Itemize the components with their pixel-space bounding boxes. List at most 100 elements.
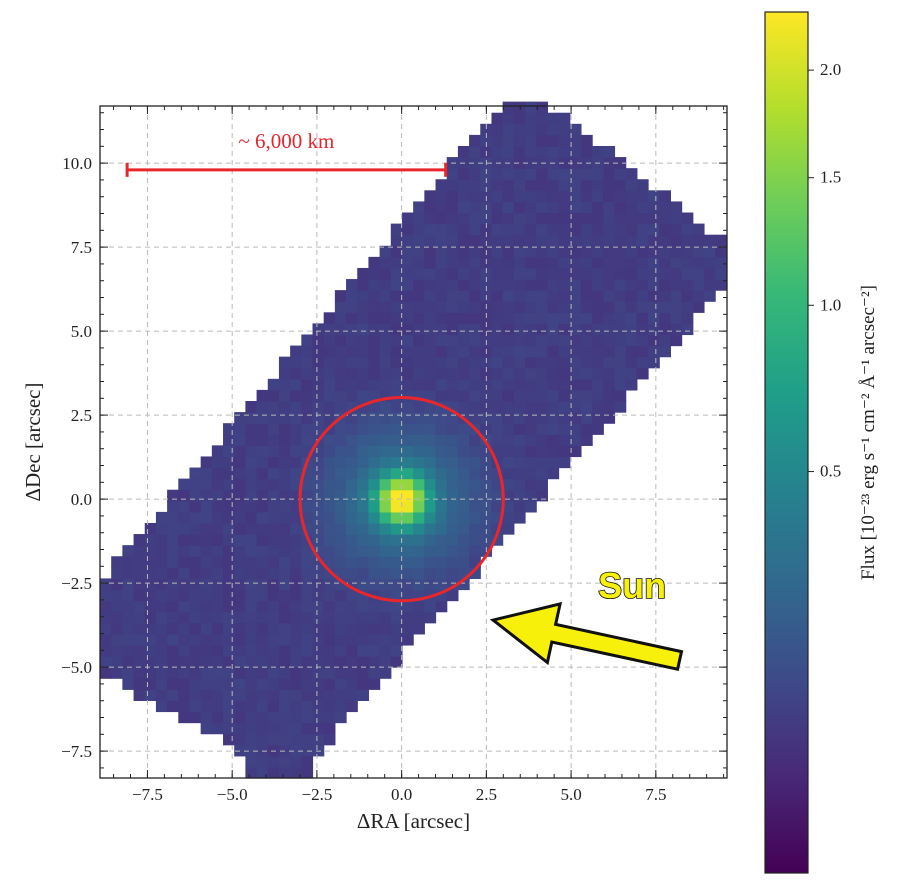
heatmap-cell <box>211 500 224 513</box>
heatmap-cell <box>122 545 135 557</box>
heatmap-cell <box>390 378 403 391</box>
heatmap-cell <box>457 312 470 324</box>
heatmap-cell <box>334 711 347 724</box>
heatmap-cell <box>245 733 258 746</box>
heatmap-cell <box>267 656 280 668</box>
heatmap-cell <box>569 190 582 203</box>
heatmap-cell <box>346 312 358 324</box>
heatmap-cell <box>457 212 470 225</box>
heatmap-cell <box>256 534 269 546</box>
heatmap-cell <box>379 500 392 513</box>
heatmap-cell <box>592 179 604 191</box>
heatmap-cell <box>502 423 515 435</box>
heatmap-cell <box>390 234 403 247</box>
heatmap-cell <box>178 667 191 679</box>
heatmap-cell <box>413 534 425 546</box>
x-tick-label: −7.5 <box>132 785 163 804</box>
heatmap-cell <box>569 434 582 446</box>
heatmap-cell <box>346 522 358 535</box>
heatmap-cell <box>379 578 392 591</box>
heatmap-cell <box>334 633 347 646</box>
heatmap-cell <box>569 134 582 147</box>
heatmap-cell <box>357 522 370 535</box>
heatmap-cell <box>167 611 179 624</box>
heatmap-cell <box>446 567 459 580</box>
heatmap-cell <box>681 323 694 336</box>
heatmap-cell <box>390 633 403 646</box>
heatmap-cell <box>435 511 448 524</box>
heatmap-cell <box>245 522 258 535</box>
heatmap-cell <box>525 312 537 324</box>
heatmap-cell <box>379 556 392 568</box>
heatmap-cell <box>278 489 291 502</box>
heatmap-cell <box>681 301 694 313</box>
heatmap-cell <box>491 467 504 480</box>
heatmap-cell <box>558 323 571 336</box>
heatmap-cell <box>469 478 481 491</box>
heatmap-cell <box>278 500 291 513</box>
heatmap-cell <box>334 345 347 358</box>
heatmap-cell <box>648 190 660 203</box>
heatmap-cell <box>278 689 291 701</box>
heatmap-cell <box>211 689 224 701</box>
heatmap-cell <box>267 711 280 724</box>
heatmap-cell <box>290 489 302 502</box>
heatmap-cell <box>446 401 459 413</box>
heatmap-cell <box>200 667 213 679</box>
heatmap-cell <box>580 301 593 313</box>
heatmap-cell <box>603 345 616 358</box>
heatmap-cell <box>312 478 325 491</box>
heatmap-cell <box>413 600 425 613</box>
heatmap-cell <box>625 168 638 180</box>
heatmap-cell <box>111 578 123 591</box>
heatmap-cell <box>223 556 235 568</box>
heatmap-cell <box>100 644 112 657</box>
heatmap-cell <box>211 534 224 546</box>
heatmap-cell <box>424 345 437 358</box>
heatmap-cell <box>636 256 649 269</box>
heatmap-cell <box>211 445 224 458</box>
heatmap-cell <box>659 279 672 291</box>
heatmap-cell <box>491 401 504 413</box>
heatmap-cell <box>223 667 235 679</box>
heatmap-cell <box>569 389 582 402</box>
heatmap-cell <box>200 633 213 646</box>
heatmap-cell <box>592 423 604 435</box>
heatmap-cell <box>245 744 258 757</box>
heatmap-cell <box>648 212 660 225</box>
heatmap-cell <box>357 389 370 402</box>
heatmap-cell <box>457 356 470 369</box>
heatmap-cell <box>525 279 537 291</box>
heatmap-cell <box>681 290 694 302</box>
heatmap-cell <box>401 456 414 469</box>
heatmap-cell <box>580 378 593 391</box>
heatmap-cell <box>525 179 537 191</box>
heatmap-cell <box>502 389 515 402</box>
heatmap-cell <box>245 766 258 779</box>
heatmap-cell <box>513 267 526 280</box>
heatmap-cell <box>413 611 425 624</box>
heatmap-cell <box>491 256 504 269</box>
heatmap-cell <box>189 667 202 679</box>
heatmap-cell <box>625 301 638 313</box>
heatmap-cell <box>334 622 347 635</box>
heatmap-cell <box>312 744 325 757</box>
heatmap-cell <box>379 511 392 524</box>
heatmap-cell <box>267 733 280 746</box>
heatmap-cell <box>323 511 336 524</box>
heatmap-cell <box>491 312 504 324</box>
heatmap-cell <box>290 556 302 568</box>
heatmap-cell <box>267 755 280 768</box>
heatmap-cell <box>334 489 347 502</box>
heatmap-cell <box>592 256 604 269</box>
heatmap-cell <box>256 766 269 779</box>
heatmap-cell <box>167 567 179 580</box>
heatmap-cell <box>636 267 649 280</box>
heatmap-cell <box>390 290 403 302</box>
heatmap-cell <box>267 667 280 679</box>
heatmap-cell <box>256 567 269 580</box>
heatmap-cell <box>558 423 571 435</box>
heatmap-cell <box>323 678 336 690</box>
heatmap-cell <box>379 356 392 369</box>
heatmap-cell <box>636 223 649 236</box>
